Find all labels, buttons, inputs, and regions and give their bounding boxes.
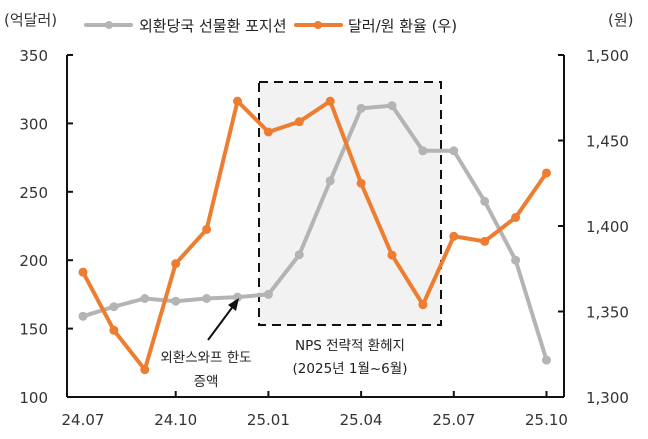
legend-item-usd-krw: 달러/원 환율 (우) <box>294 17 457 35</box>
data-point <box>418 300 428 310</box>
data-point <box>480 236 490 246</box>
data-point <box>263 289 273 299</box>
data-point <box>449 231 459 241</box>
data-point <box>387 101 397 111</box>
left-axis-unit: (억달러) <box>4 11 57 29</box>
data-point <box>480 196 490 206</box>
data-point <box>202 224 212 234</box>
data-point <box>542 355 551 365</box>
legend-item-fx-forward-position: 외환당국 선물환 포지션 <box>84 17 287 35</box>
data-point <box>140 294 150 304</box>
data-point <box>109 325 119 335</box>
data-point <box>325 96 335 106</box>
data-point <box>294 117 304 127</box>
data-point <box>263 127 273 137</box>
data-point <box>171 259 181 269</box>
annotation-swap-line2: 증액 <box>194 374 219 390</box>
x-tick-label: 25.10 <box>525 411 568 429</box>
data-point <box>233 292 242 302</box>
data-point <box>387 250 397 260</box>
x-tick-label: 24.07 <box>62 411 105 429</box>
series-fx-forward-position <box>78 101 551 365</box>
x-tick-label: 24.10 <box>154 411 197 429</box>
series-usd-krw-rate <box>78 96 551 375</box>
left-tick-label: 300 <box>19 115 48 133</box>
left-tick-label: 250 <box>19 184 48 202</box>
data-point <box>294 250 304 260</box>
left-tick-label: 200 <box>19 252 48 270</box>
left-tick-label: 350 <box>19 47 48 65</box>
right-tick-label: 1,400 <box>586 218 629 236</box>
x-axis: 24.07 24.10 25.01 25.04 25.07 25.10 <box>62 391 568 429</box>
data-point <box>140 365 150 375</box>
data-point <box>356 178 366 188</box>
annotation-nps-line2: (2025년 1월~6월) <box>293 361 408 377</box>
right-tick-label: 1,450 <box>586 133 629 151</box>
data-point <box>542 168 551 178</box>
data-point <box>511 212 521 222</box>
data-point <box>325 176 335 186</box>
right-axis: 1,300 1,350 1,400 1,450 1,500 <box>558 47 629 407</box>
legend: 외환당국 선물환 포지션 달러/원 환율 (우) <box>84 17 457 35</box>
data-point <box>418 146 428 156</box>
left-axis: 100 150 200 250 300 350 <box>19 47 73 407</box>
legend-label-orange: 달러/원 환율 (우) <box>348 17 457 35</box>
x-tick-label: 25.07 <box>432 411 475 429</box>
data-point <box>233 96 242 106</box>
annotation-swap-line1: 외환스와프 한도 <box>160 350 251 366</box>
legend-label-gray: 외환당국 선물환 포지션 <box>139 17 287 35</box>
left-tick-label: 150 <box>19 321 48 339</box>
right-tick-label: 1,500 <box>586 47 629 65</box>
data-point <box>356 103 366 113</box>
data-point <box>202 294 212 304</box>
data-point <box>449 146 459 156</box>
x-tick-label: 25.04 <box>340 411 383 429</box>
swap-limit-annotation: 외환스와프 한도 증액 <box>160 298 252 390</box>
nps-annotation: NPS 전략적 환헤지 (2025년 1월~6월) <box>293 338 408 377</box>
data-point <box>78 311 88 321</box>
data-point <box>109 302 119 312</box>
right-axis-unit: (원) <box>608 11 634 29</box>
right-tick-label: 1,350 <box>586 304 629 322</box>
left-tick-label: 100 <box>19 389 48 407</box>
annotation-nps-line1: NPS 전략적 환헤지 <box>295 338 405 354</box>
data-point <box>171 296 181 306</box>
data-point <box>511 255 521 265</box>
x-tick-label: 25.01 <box>247 411 290 429</box>
right-tick-label: 1,300 <box>586 389 629 407</box>
data-point <box>78 267 88 277</box>
